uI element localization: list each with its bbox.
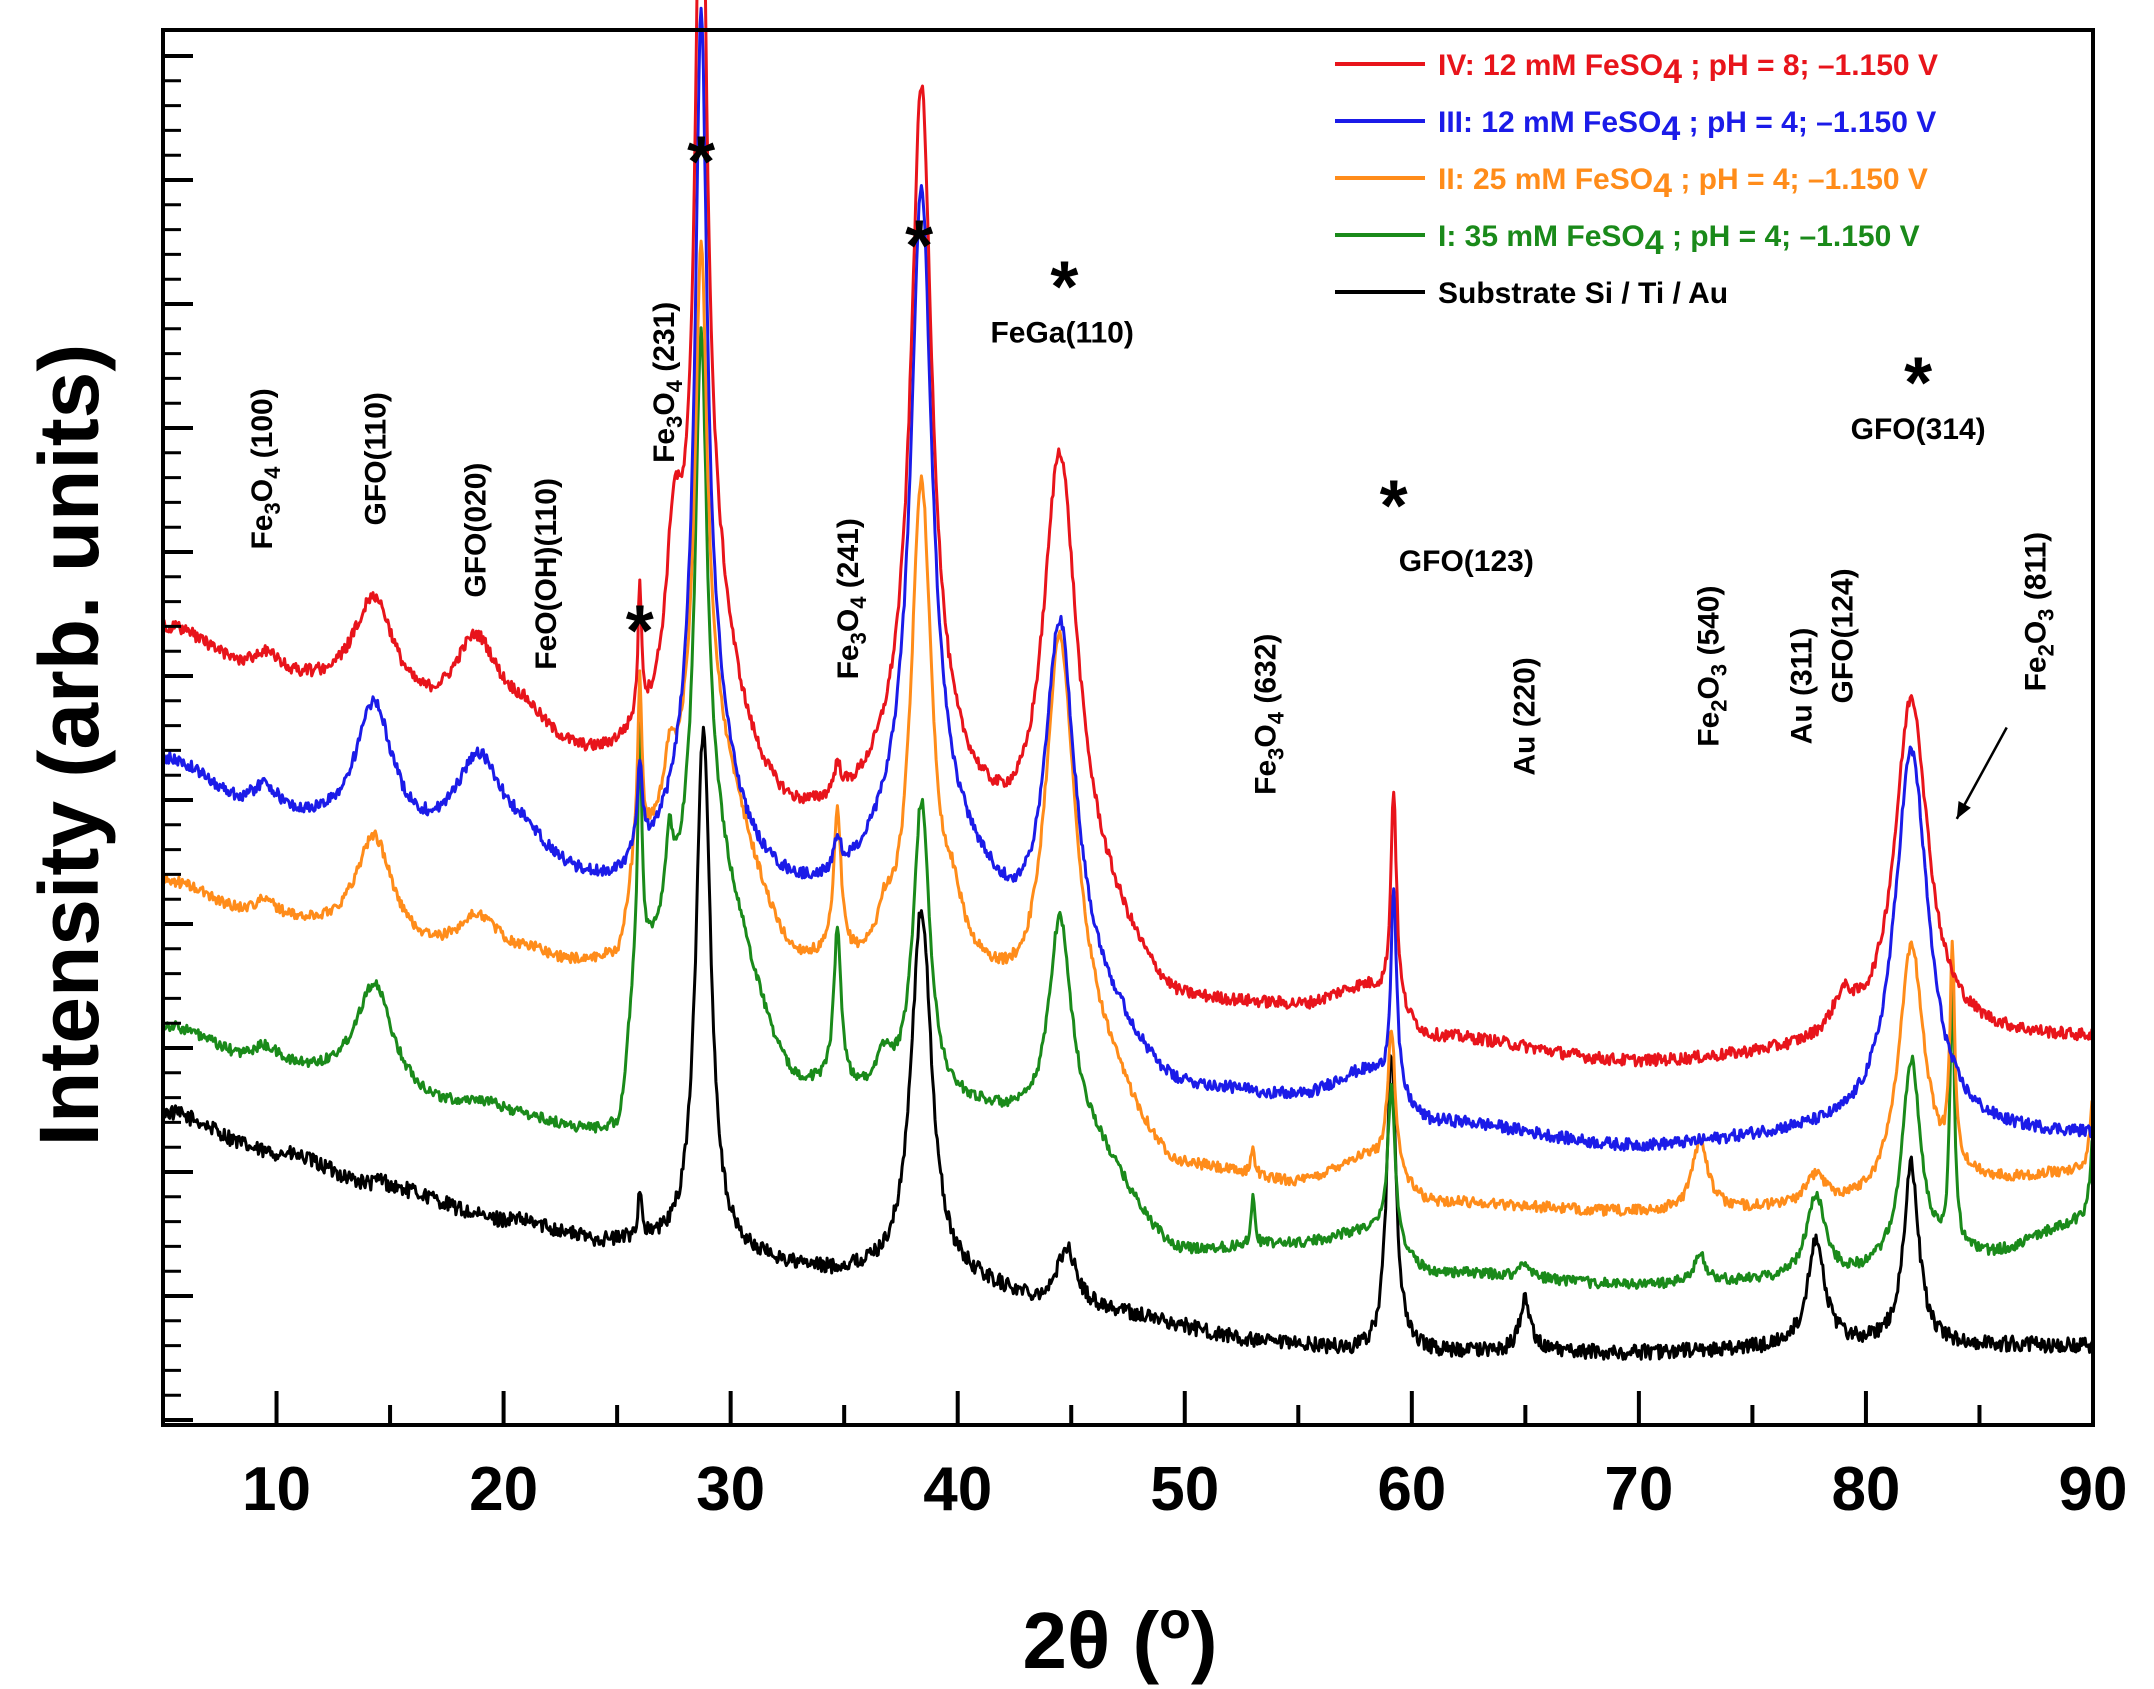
- peak-label-fe3o4-241: Fe3O4 (241): [832, 518, 871, 679]
- plot-frame: [161, 28, 2095, 1427]
- peak-star-star-28: *: [687, 122, 715, 202]
- legend-label-s1: I: 35 mM FeSO4 ; pH = 4; –1.150 V: [1438, 220, 1920, 262]
- peak-label-gfo-314: GFO(314): [1851, 413, 1986, 446]
- y-axis-ticks: [163, 54, 193, 1422]
- peak-label-fe2o3-811: Fe2O3 (811): [2019, 532, 2058, 692]
- peak-label-fega-110: FeGa(110): [990, 317, 1133, 350]
- series-s0-line: [161, 725, 2095, 1361]
- series-layer: [161, 0, 2095, 1361]
- x-tick-label: 80: [1831, 1455, 1900, 1524]
- peak-markers: * * * * * *: [626, 122, 1932, 671]
- peak-label-fe3o4-100: Fe3O4 (100): [246, 388, 285, 549]
- series-s4-line: [161, 0, 2095, 1068]
- legend-label-s4: IV: 12 mM FeSO4 ; pH = 8; –1.150 V: [1438, 49, 1938, 91]
- x-tick-label: 60: [1377, 1455, 1446, 1524]
- x-axis-label: 2θ (o): [1022, 1592, 1217, 1685]
- peak-star-star-38: *: [905, 207, 933, 287]
- peak-label-fe3o4-231: Fe3O4 (231): [648, 302, 687, 463]
- x-tick-label: 40: [923, 1455, 992, 1524]
- x-tick-label: 10: [242, 1455, 311, 1524]
- legend-label-s0: Substrate Si / Ti / Au: [1438, 277, 1728, 310]
- series-s1-line: [161, 326, 2095, 1290]
- peak-star-star-44: *: [1050, 247, 1078, 327]
- peak-star-star-59: *: [1380, 466, 1408, 546]
- y-axis-label: Intensity (arb. units): [22, 344, 116, 1147]
- x-axis-ticks: 10 20 30 40 50 60 70 80 90: [161, 1391, 2128, 1524]
- peak-label-gfo-110: GFO(110): [360, 392, 393, 525]
- peak-label-gfo-123: GFO(123): [1399, 545, 1534, 578]
- peak-label-au-220: Au (220): [1508, 657, 1541, 775]
- legend-label-s2: II: 25 mM FeSO4 ; pH = 4; –1.150 V: [1438, 163, 1928, 205]
- peak-label-fe3o4-632: Fe3O4 (632): [1250, 634, 1289, 795]
- x-tick-label: 20: [469, 1455, 538, 1524]
- peak-label-feooh-110: FeO(OH)(110): [530, 478, 563, 670]
- annotation-arrow: [1955, 726, 2008, 820]
- x-tick-label: 90: [2059, 1455, 2128, 1524]
- peak-label-fe2o3-540: Fe2O3 (540): [1692, 586, 1731, 747]
- legend-label-s3: III: 12 mM FeSO4 ; pH = 4; –1.150 V: [1438, 106, 1936, 148]
- annotation-arrow-head: [1956, 800, 1971, 819]
- peak-label-au-311: Au (311): [1785, 628, 1818, 745]
- peak-star-star-26: *: [626, 591, 654, 671]
- peak-annotations: Fe3O4 (100) GFO(110) GFO(020) FeO(OH)(110) F…: [246, 302, 2058, 820]
- peak-star-star-82: *: [1904, 344, 1932, 424]
- legend: IV: 12 mM FeSO4 ; pH = 8; –1.150 V III: 1…: [1335, 49, 1938, 310]
- series-s3-line: [162, 6, 2095, 1152]
- peak-label-gfo-020: GFO(020): [459, 463, 492, 598]
- series-s2-line: [162, 239, 2094, 1217]
- x-tick-label: 70: [1604, 1455, 1673, 1524]
- peak-label-gfo-124: GFO(124): [1826, 568, 1859, 703]
- x-tick-label: 30: [696, 1455, 765, 1524]
- x-tick-label: 50: [1150, 1455, 1219, 1524]
